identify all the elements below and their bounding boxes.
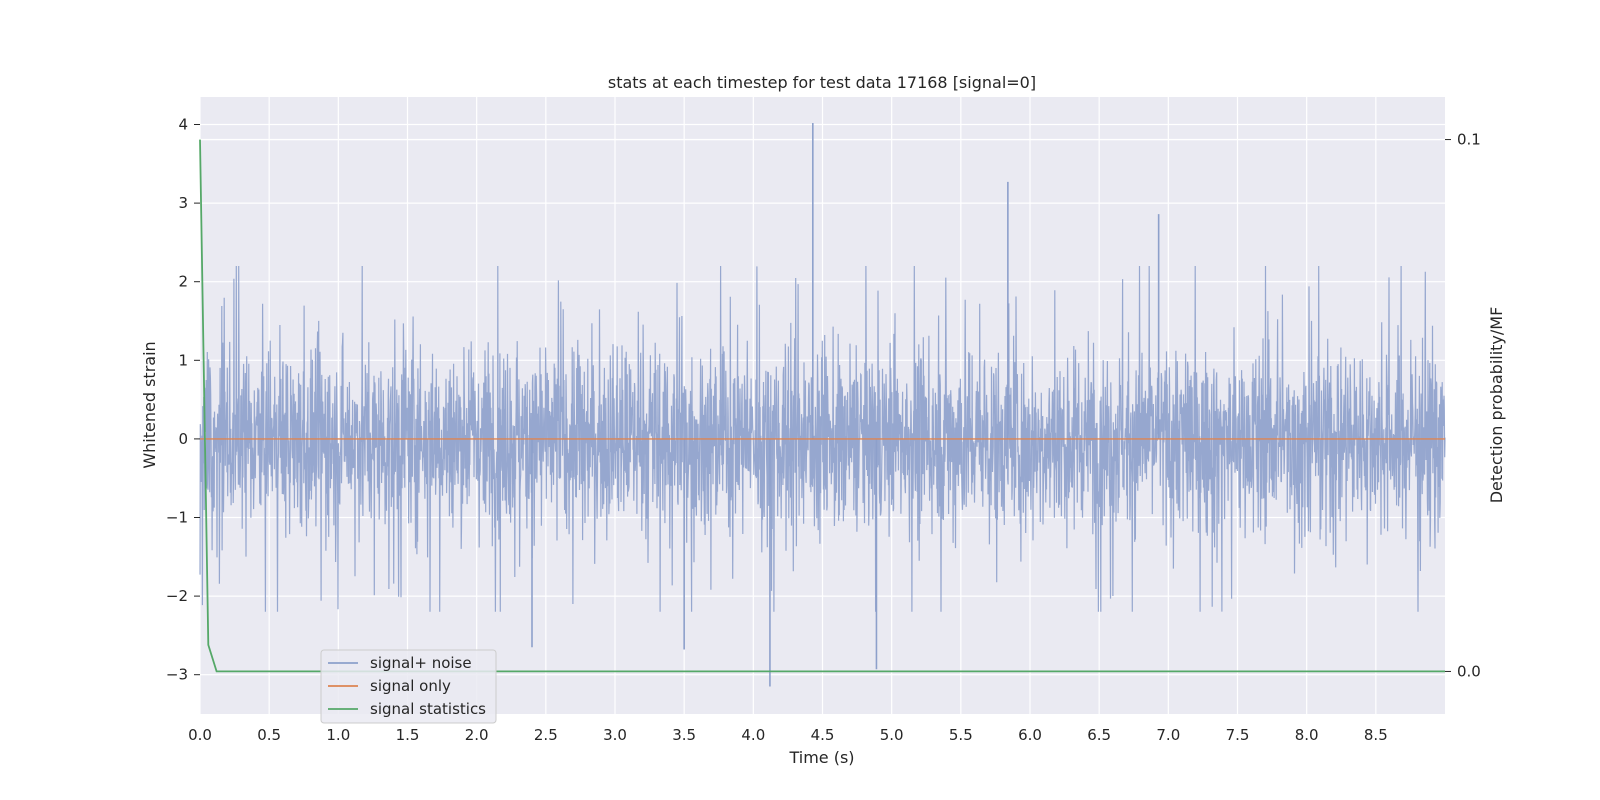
- x-tick-label: 8.0: [1295, 726, 1319, 744]
- x-tick-label: 5.5: [949, 726, 973, 744]
- signal-statistics-line: [199, 139, 1445, 673]
- x-tick-label: 2.5: [534, 726, 558, 744]
- legend-box: [320, 649, 497, 724]
- legend-label-signal-only: signal only: [370, 677, 451, 695]
- y-axis-label: Whitened strain: [140, 341, 159, 468]
- x-tick-label: 6.5: [1087, 726, 1111, 744]
- signal-noise-line: [199, 265, 1446, 612]
- x-tick-label: 1.5: [396, 726, 420, 744]
- x-tick-label: 3.5: [672, 726, 696, 744]
- legend-label-signal-statistics: signal statistics: [370, 700, 486, 718]
- y-tick-label: 0: [178, 430, 188, 448]
- y-tick-label: 2: [178, 273, 188, 291]
- y-tick-label: −2: [166, 587, 188, 605]
- x-tick-label: 7.5: [1226, 726, 1250, 744]
- lines-layer: [199, 139, 1445, 673]
- chart-title: stats at each timestep for test data 171…: [608, 73, 1036, 92]
- x-tick-label: 6.0: [1018, 726, 1042, 744]
- x-tick-label: 0.0: [188, 726, 212, 744]
- x-tick-label: 5.0: [880, 726, 904, 744]
- x-tick-label: 3.0: [603, 726, 627, 744]
- x-tick-label: 8.5: [1364, 726, 1388, 744]
- x-tick-label: 2.0: [465, 726, 489, 744]
- x-tick-label: 7.0: [1156, 726, 1180, 744]
- y2-tick-label: 0.0: [1457, 662, 1481, 680]
- legend: signal+ noise signal only signal statist…: [320, 649, 497, 724]
- y-tick-label: −1: [166, 509, 188, 527]
- y-tick-label: −3: [166, 666, 188, 684]
- ticks-layer: 0.0 0.5 1.0 1.5 2.0 2.5 3.0 3.5 4.0 4.5 5.0 5.5 6.0 6…: [166, 116, 1481, 744]
- x-tick-label: 1.0: [326, 726, 350, 744]
- y-tick-label: 1: [178, 351, 188, 369]
- y-tick-label: 4: [178, 116, 188, 134]
- y2-axis-label: Detection probability/MF: [1487, 307, 1506, 504]
- y-tick-label: 3: [178, 194, 188, 212]
- y2-tick-label: 0.1: [1457, 131, 1481, 149]
- signal-noise-layer: [199, 122, 1446, 687]
- x-tick-label: 4.5: [811, 726, 835, 744]
- x-tick-label: 4.0: [741, 726, 765, 744]
- x-axis-label: Time (s): [788, 748, 854, 767]
- legend-label-signal-noise: signal+ noise: [370, 654, 472, 672]
- x-tick-label: 0.5: [257, 726, 281, 744]
